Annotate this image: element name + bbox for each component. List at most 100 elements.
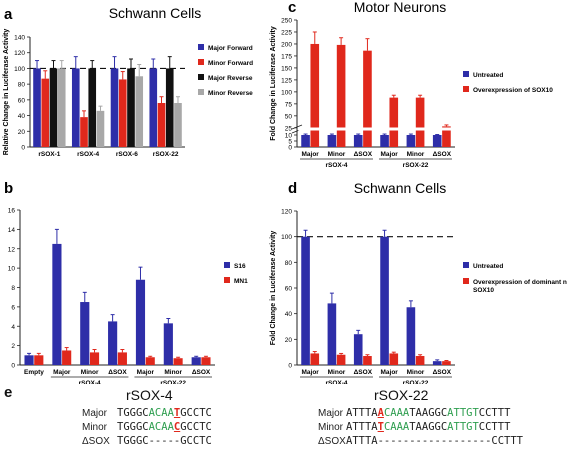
panel-c-group-label: rSOX-4 xyxy=(325,162,347,169)
panel-c-bar xyxy=(301,135,310,147)
panel-b-bar xyxy=(163,323,173,365)
panel-c-ytick-label: 25 xyxy=(285,125,293,132)
chart-panel-b: bFold Change in Luciferase Activity02468… xyxy=(4,180,248,384)
panel-a-legend-swatch xyxy=(198,59,204,65)
panel-d-letter: d xyxy=(288,180,297,197)
panel-c-bar xyxy=(327,135,337,147)
sequence-segment: CCTTT xyxy=(478,407,511,419)
panel-c-legend-label: Untreated xyxy=(473,72,503,79)
panel-d-category-label: ΔSOX xyxy=(433,369,452,376)
panel-d-ytick-label: 20 xyxy=(285,337,293,344)
panel-b-bar xyxy=(89,352,100,365)
panel-d-ytick-label: 40 xyxy=(285,311,293,318)
panel-a-bar xyxy=(71,68,80,147)
panel-a-bar xyxy=(135,76,144,147)
panel-a-legend-swatch xyxy=(198,89,204,95)
panel-a-ytick-label: 80 xyxy=(18,82,26,89)
panel-a-bar xyxy=(149,68,158,147)
panel-d-bar xyxy=(363,356,372,365)
sequence-row: TGGGCACAATGCCTC xyxy=(117,407,212,419)
panel-c-category-label: ΔSOX xyxy=(433,151,452,158)
panel-d-bar xyxy=(301,236,310,365)
sequence-segment: TAAGGC xyxy=(409,421,448,433)
panel-b-bar xyxy=(80,302,90,365)
panel-d-category-label: ΔSOX xyxy=(354,369,373,376)
panel-b-bar xyxy=(135,279,146,365)
panel-a-ytick-label: 40 xyxy=(18,113,26,120)
panel-a-bar xyxy=(88,68,97,147)
panel-c-category-label: Major xyxy=(301,151,319,158)
panel-d-ytick-label: 120 xyxy=(281,209,292,216)
panel-c-ytick-label: 150 xyxy=(281,65,292,72)
panel-a-bar xyxy=(57,68,66,147)
panel-a-ytick-label: 0 xyxy=(21,145,25,152)
panel-c-bar xyxy=(442,126,451,147)
panel-a-legend-label: Major Reverse xyxy=(208,75,253,82)
panel-d-legend-swatch xyxy=(463,278,469,284)
panel-b-bar xyxy=(52,243,62,365)
panel-c-ytick-label: 75 xyxy=(285,101,293,108)
panel-a-bar xyxy=(49,68,58,147)
panel-e-letter: e xyxy=(4,384,13,401)
panel-a-ylabel: Relative Change in Luciferase Activity xyxy=(3,29,10,156)
panel-b-ytick-label: 6 xyxy=(11,304,15,311)
panel-b-bar xyxy=(62,350,72,365)
sequence-segment: GCCTC xyxy=(180,421,212,433)
panel-c-ytick-label: 10 xyxy=(285,133,293,140)
mutated-base: A xyxy=(377,407,384,419)
panel-c-bar xyxy=(363,50,372,147)
panel-d-bar xyxy=(442,361,451,365)
sequence-segment: GCCTC xyxy=(180,407,212,419)
sequence-row-label: Major xyxy=(82,408,108,419)
panel-b-ytick-label: 2 xyxy=(11,343,15,350)
panel-c-bar xyxy=(389,97,399,147)
panel-d-category-label: Minor xyxy=(328,369,346,376)
sequence-segment: TGGGC-----GCCTC xyxy=(117,435,212,447)
panel-a-ytick-label: 100 xyxy=(14,66,25,73)
panel-a-title: Schwann Cells xyxy=(109,5,202,21)
panel-c-axis-break xyxy=(291,124,303,130)
panel-c-ytick-label: 100 xyxy=(281,89,292,96)
panel-c-bar xyxy=(432,135,442,147)
panel-d-legend-label: Overexpression of dominant negativeSOX10 xyxy=(473,279,567,294)
panel-b-legend-label: MN1 xyxy=(234,278,248,285)
panel-b-ytick-label: 10 xyxy=(8,266,16,273)
panel-b-ytick-label: 4 xyxy=(11,324,15,331)
panel-b-category-label: Empty xyxy=(24,369,44,376)
sequence-row: ATTTAACAAATAAGGCATTGTCCTTT xyxy=(346,407,510,419)
panel-a-bar xyxy=(80,117,88,147)
sequence-row-label: Minor xyxy=(82,422,108,433)
panel-c-bar xyxy=(353,135,363,147)
panel-b-legend-swatch xyxy=(224,277,230,283)
panel-c-ytick-label: 5 xyxy=(288,139,292,146)
sox-motif: ATTGT xyxy=(447,407,479,419)
panel-a-bar xyxy=(118,79,127,147)
panel-a-letter: a xyxy=(4,6,13,23)
sox-motif: ACAA xyxy=(148,407,174,419)
panel-a-legend-label: Major Forward xyxy=(208,45,253,52)
panel-c-ytick-label: 225 xyxy=(281,29,292,36)
panel-b-ytick-label: 12 xyxy=(8,246,16,253)
panel-d-bar xyxy=(310,353,320,365)
panel-c-category-label: Minor xyxy=(328,151,346,158)
sequence-row-label: ΔSOX xyxy=(318,436,346,447)
sequence-segment: TGGGC xyxy=(117,421,149,433)
panel-a-category-label: rSOX-22 xyxy=(153,151,179,158)
panel-c-legend-swatch xyxy=(463,71,469,77)
panel-c-ytick-label: 250 xyxy=(281,18,292,25)
panel-c-ytick-label: 125 xyxy=(281,77,292,84)
panel-c-ytick-label: 175 xyxy=(281,53,292,60)
panel-a-bar xyxy=(165,68,174,147)
panel-b-group-label: rSOX-4 xyxy=(79,380,101,384)
sox-motif: ATTGT xyxy=(447,421,479,433)
panel-d-title: Schwann Cells xyxy=(354,180,447,196)
panel-c-category-label: Major xyxy=(380,151,398,158)
panel-d-bar xyxy=(327,303,337,365)
panel-b-legend-label: S16 xyxy=(234,263,246,270)
panel-b-ytick-label: 0 xyxy=(11,363,15,370)
sequence-segment: ATTTA xyxy=(346,421,378,433)
panel-d-legend-label: Untreated xyxy=(473,263,503,270)
sequence-segment: TGGGC xyxy=(117,407,149,419)
panel-a-bar xyxy=(41,78,50,147)
panel-b-bar xyxy=(191,357,201,365)
